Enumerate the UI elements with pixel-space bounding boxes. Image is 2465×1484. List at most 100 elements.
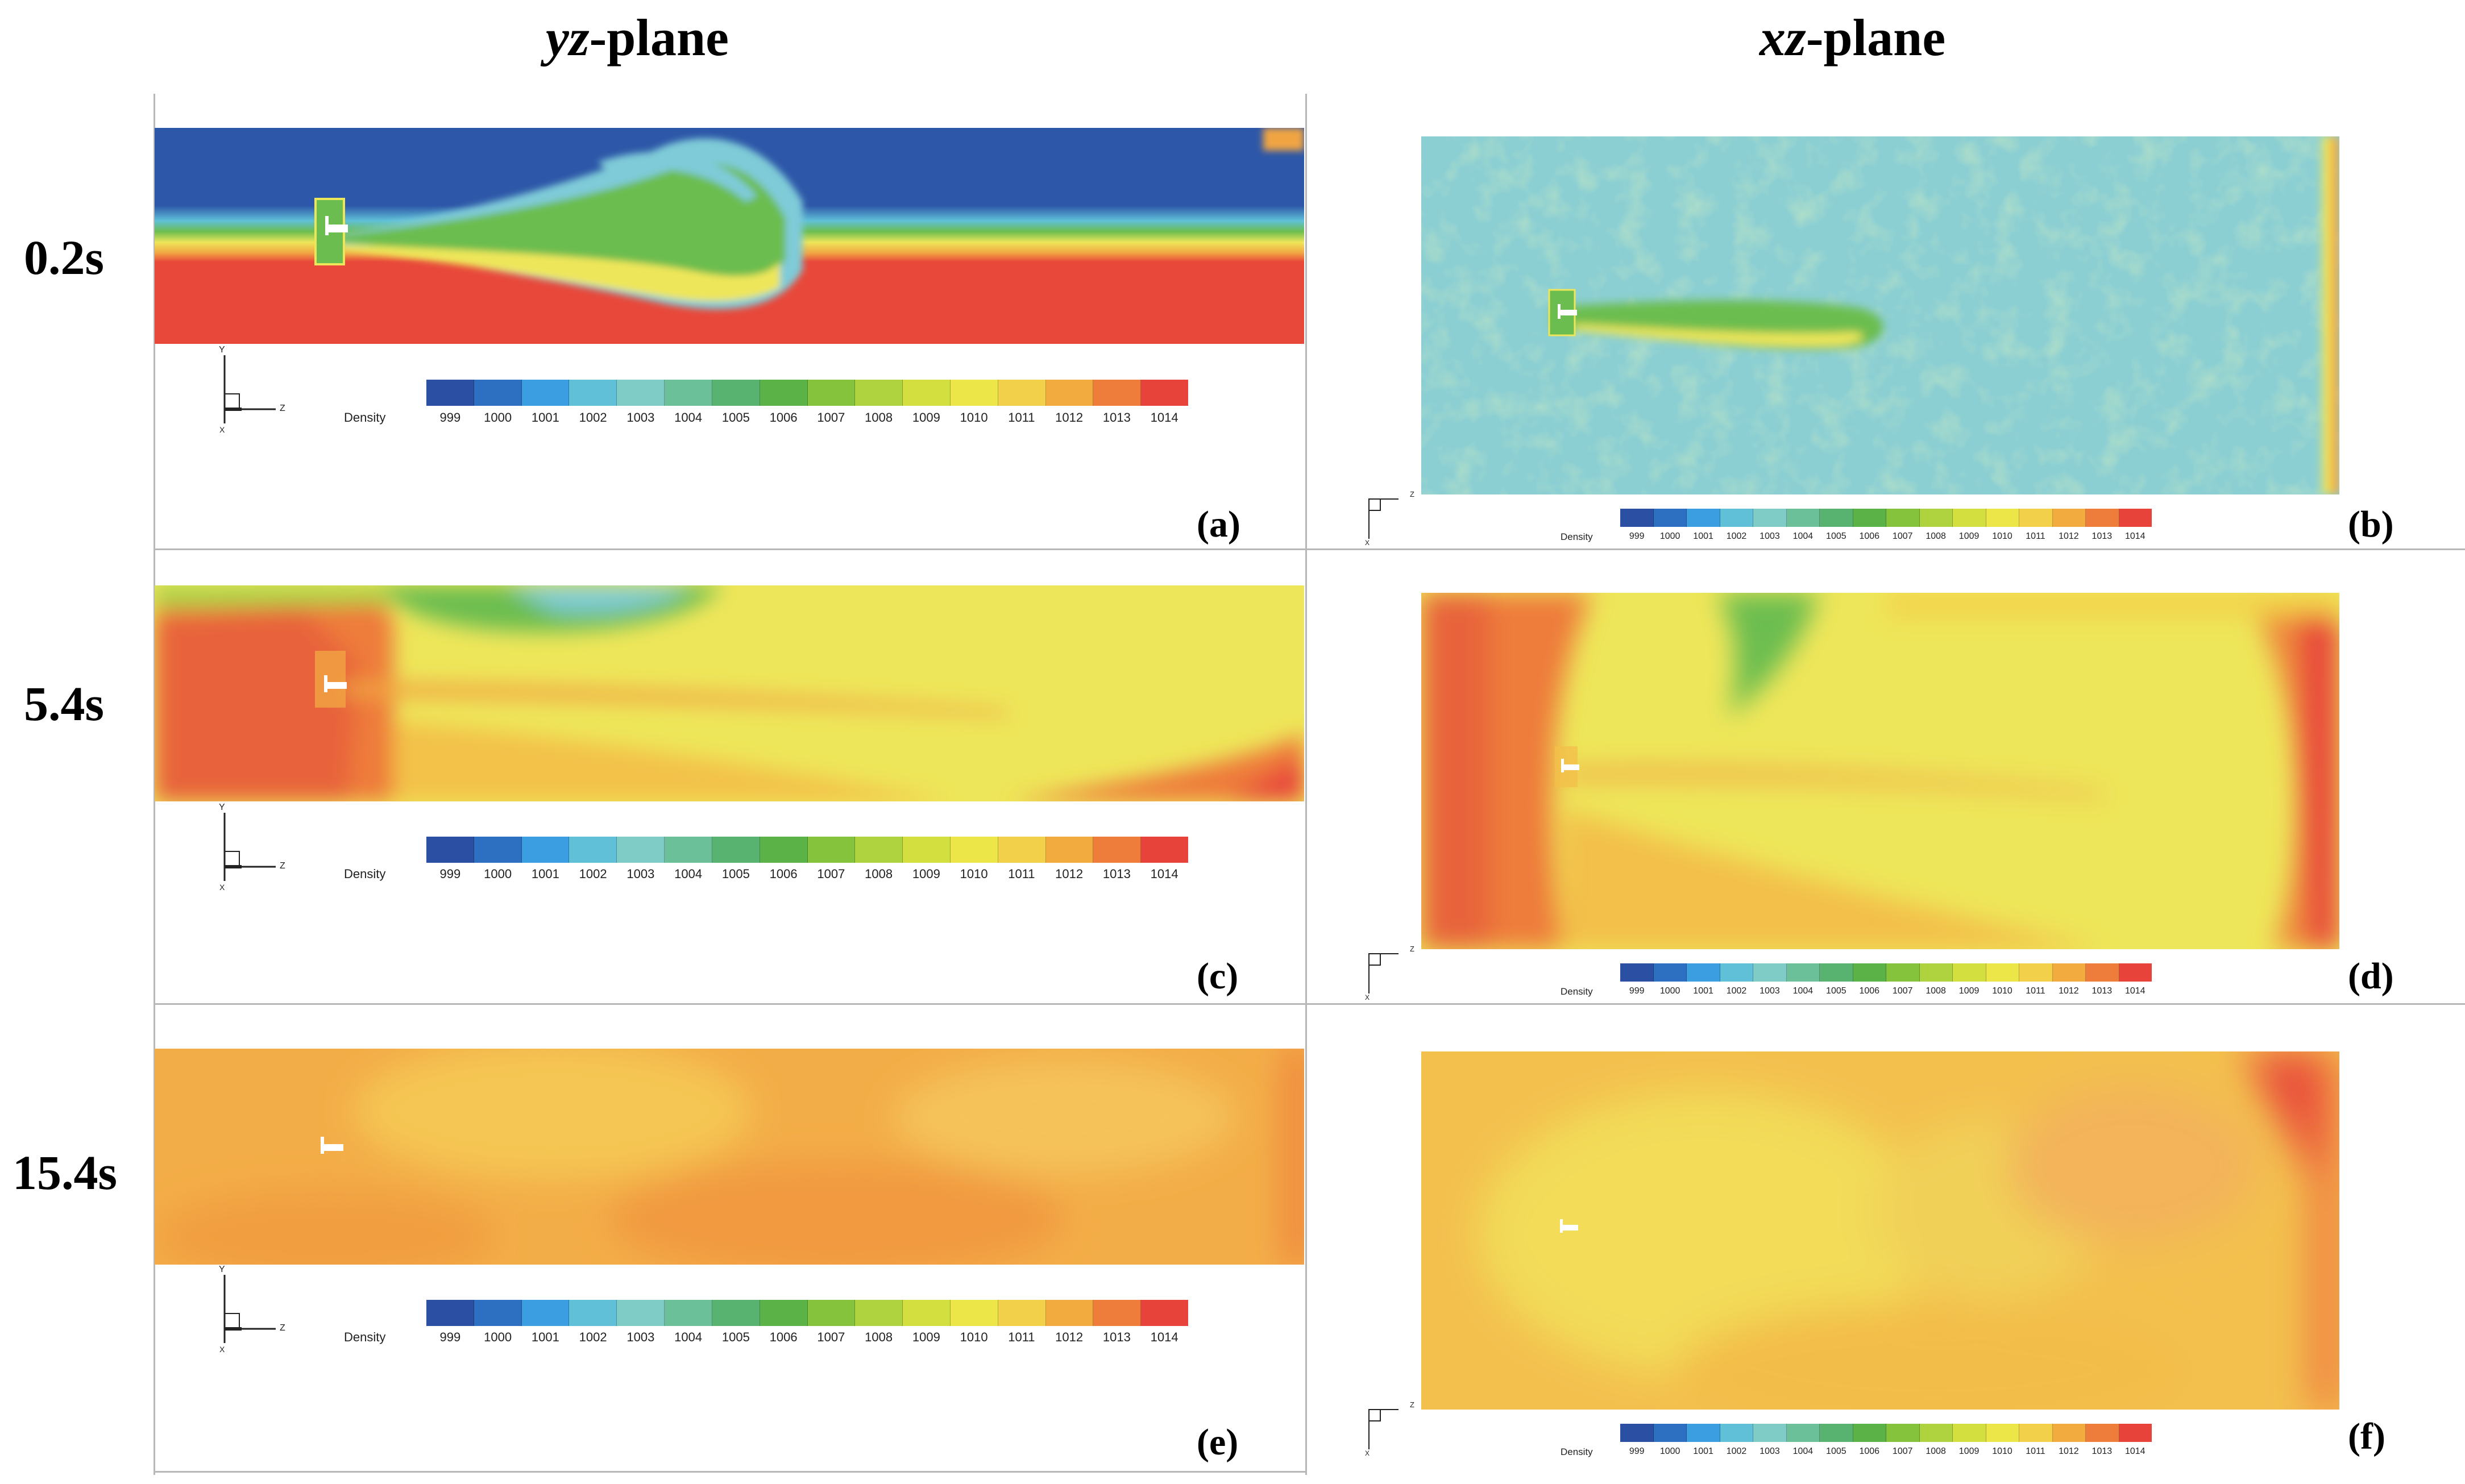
colorbar-tick: 1003 [1759, 986, 1780, 996]
colorbar-swatch [2086, 963, 2119, 982]
colorbar-swatch [1093, 380, 1142, 406]
colorbar-label: Density [344, 410, 386, 425]
colorbar [1620, 509, 2152, 527]
colorbar-swatch [903, 1300, 951, 1326]
colorbar-swatch [521, 1300, 570, 1326]
colorbar-swatch [521, 837, 570, 863]
colorbar-tick: 1005 [721, 1330, 750, 1344]
colorbar-tick: 1003 [626, 410, 655, 425]
row-label-0: 0.2s [24, 230, 104, 285]
colorbar-tick: 1009 [912, 867, 940, 881]
colorbar-swatch [1919, 509, 1953, 527]
colorbar-tick: 1014 [2124, 986, 2146, 996]
colorbar-tick: 1000 [484, 867, 512, 881]
colorbar-ticks: 999 1000 1001 1002 1003 1004 1005 1006 1007 1008 1… [1620, 986, 2152, 996]
axis-triad-icon [223, 355, 276, 423]
colorbar-tick: 1008 [1925, 986, 1946, 996]
axis-z-label: Z [1410, 1400, 1414, 1409]
axis-z-label: Z [1410, 945, 1414, 953]
yz-header-italic: yz [546, 9, 590, 66]
row-label-1: 5.4s [24, 676, 104, 731]
colorbar-swatch [1820, 509, 1853, 527]
colorbar-tick: 1010 [960, 1330, 988, 1344]
colorbar-tick: 1008 [865, 410, 893, 425]
colorbar-tick: 1002 [579, 410, 607, 425]
colorbar-tick: 1008 [865, 1330, 893, 1344]
colorbar-tick: 999 [439, 410, 461, 425]
colorbar-label: Density [344, 867, 386, 881]
colorbar-tick: 999 [1629, 986, 1645, 996]
axis-x-label: X [1365, 539, 1370, 547]
colorbar-swatch [760, 1300, 808, 1326]
colorbar-swatch [2119, 1424, 2152, 1442]
colorbar-ticks: 999 1000 1001 1002 1003 1004 1005 1006 1007 1008 1… [426, 410, 1188, 425]
colorbar-tick: 1001 [531, 867, 559, 881]
colorbar-swatch [1093, 1300, 1142, 1326]
colorbar-tick: 1004 [1792, 1446, 1814, 1456]
panel-label-b: (b) [2348, 504, 2394, 545]
row-label-2: 15.4s [13, 1145, 117, 1200]
colorbar-swatch [1786, 963, 1820, 982]
colorbar [1620, 1424, 2152, 1442]
axis-y-label: Y [219, 803, 225, 812]
colorbar-tick: 1008 [865, 867, 893, 881]
colorbar-swatch [474, 1300, 522, 1326]
colorbar-tick: 1006 [769, 410, 798, 425]
left-border [153, 94, 155, 1475]
colorbar [426, 380, 1188, 406]
colorbar-swatch [1786, 509, 1820, 527]
colorbar-swatch [2119, 963, 2152, 982]
colorbar-swatch [1653, 1424, 1687, 1442]
row-divider-1 [153, 548, 2465, 550]
colorbar-swatch [1986, 1424, 2019, 1442]
colorbar-tick: 1011 [2026, 531, 2045, 541]
colorbar-tick: 1005 [1826, 986, 1846, 996]
colorbar-tick: 999 [1629, 1446, 1645, 1456]
colorbar-tick: 1010 [1992, 1446, 2012, 1456]
colorbar-label: Density [1561, 986, 1593, 997]
colorbar-swatch [2052, 509, 2086, 527]
colorbar-tick: 1000 [484, 410, 512, 425]
colorbar-swatch [474, 380, 522, 406]
colorbar-swatch [855, 380, 903, 406]
colorbar-swatch [998, 1300, 1046, 1326]
colorbar-tick: 1010 [1992, 531, 2012, 541]
colorbar-swatch [1853, 963, 1886, 982]
colorbar-swatch [1820, 963, 1853, 982]
colorbar-tick: 1012 [1055, 867, 1084, 881]
contour-panel-e [155, 1049, 1304, 1265]
colorbar-swatch [903, 837, 951, 863]
xz-header-rest: -plane [1806, 9, 1946, 66]
colorbar-tick: 1012 [2059, 986, 2079, 996]
colorbar-tick: 1007 [817, 867, 845, 881]
colorbar-ticks: 999 1000 1001 1002 1003 1004 1005 1006 1007 1008 1… [426, 867, 1188, 882]
colorbar-tick: 1003 [626, 1330, 655, 1344]
colorbar-swatch [1919, 1424, 1953, 1442]
colorbar-tick: 1012 [2059, 1446, 2079, 1456]
colorbar-swatch [1886, 963, 1920, 982]
colorbar-swatch [426, 380, 474, 406]
colorbar-swatch [2052, 1424, 2086, 1442]
colorbar-tick: 1006 [769, 1330, 798, 1344]
axis-triad-icon [1368, 1409, 1399, 1449]
colorbar-tick: 1003 [626, 867, 655, 881]
axis-y-label: Y [219, 345, 225, 355]
colorbar-swatch [760, 837, 808, 863]
center-divider [1305, 94, 1307, 1475]
colorbar-swatch [2086, 1424, 2119, 1442]
colorbar-swatch [1093, 837, 1142, 863]
colorbar-tick: 1011 [1008, 1330, 1035, 1344]
panel-label-e: (e) [1197, 1421, 1239, 1463]
colorbar-tick: 1010 [1992, 986, 2012, 996]
panel-label-f: (f) [2348, 1416, 2385, 1457]
colorbar-swatch [1986, 509, 2019, 527]
colorbar-tick: 1000 [1659, 1446, 1680, 1456]
colorbar-swatch [1653, 963, 1687, 982]
colorbar-swatch [2019, 1424, 2053, 1442]
colorbar-swatch [1953, 509, 1986, 527]
colorbar-swatch [569, 380, 617, 406]
colorbar-swatch [426, 1300, 474, 1326]
colorbar-tick: 1006 [1859, 531, 1880, 541]
colorbar-tick: 1008 [1925, 1446, 1946, 1456]
colorbar-swatch [855, 1300, 903, 1326]
